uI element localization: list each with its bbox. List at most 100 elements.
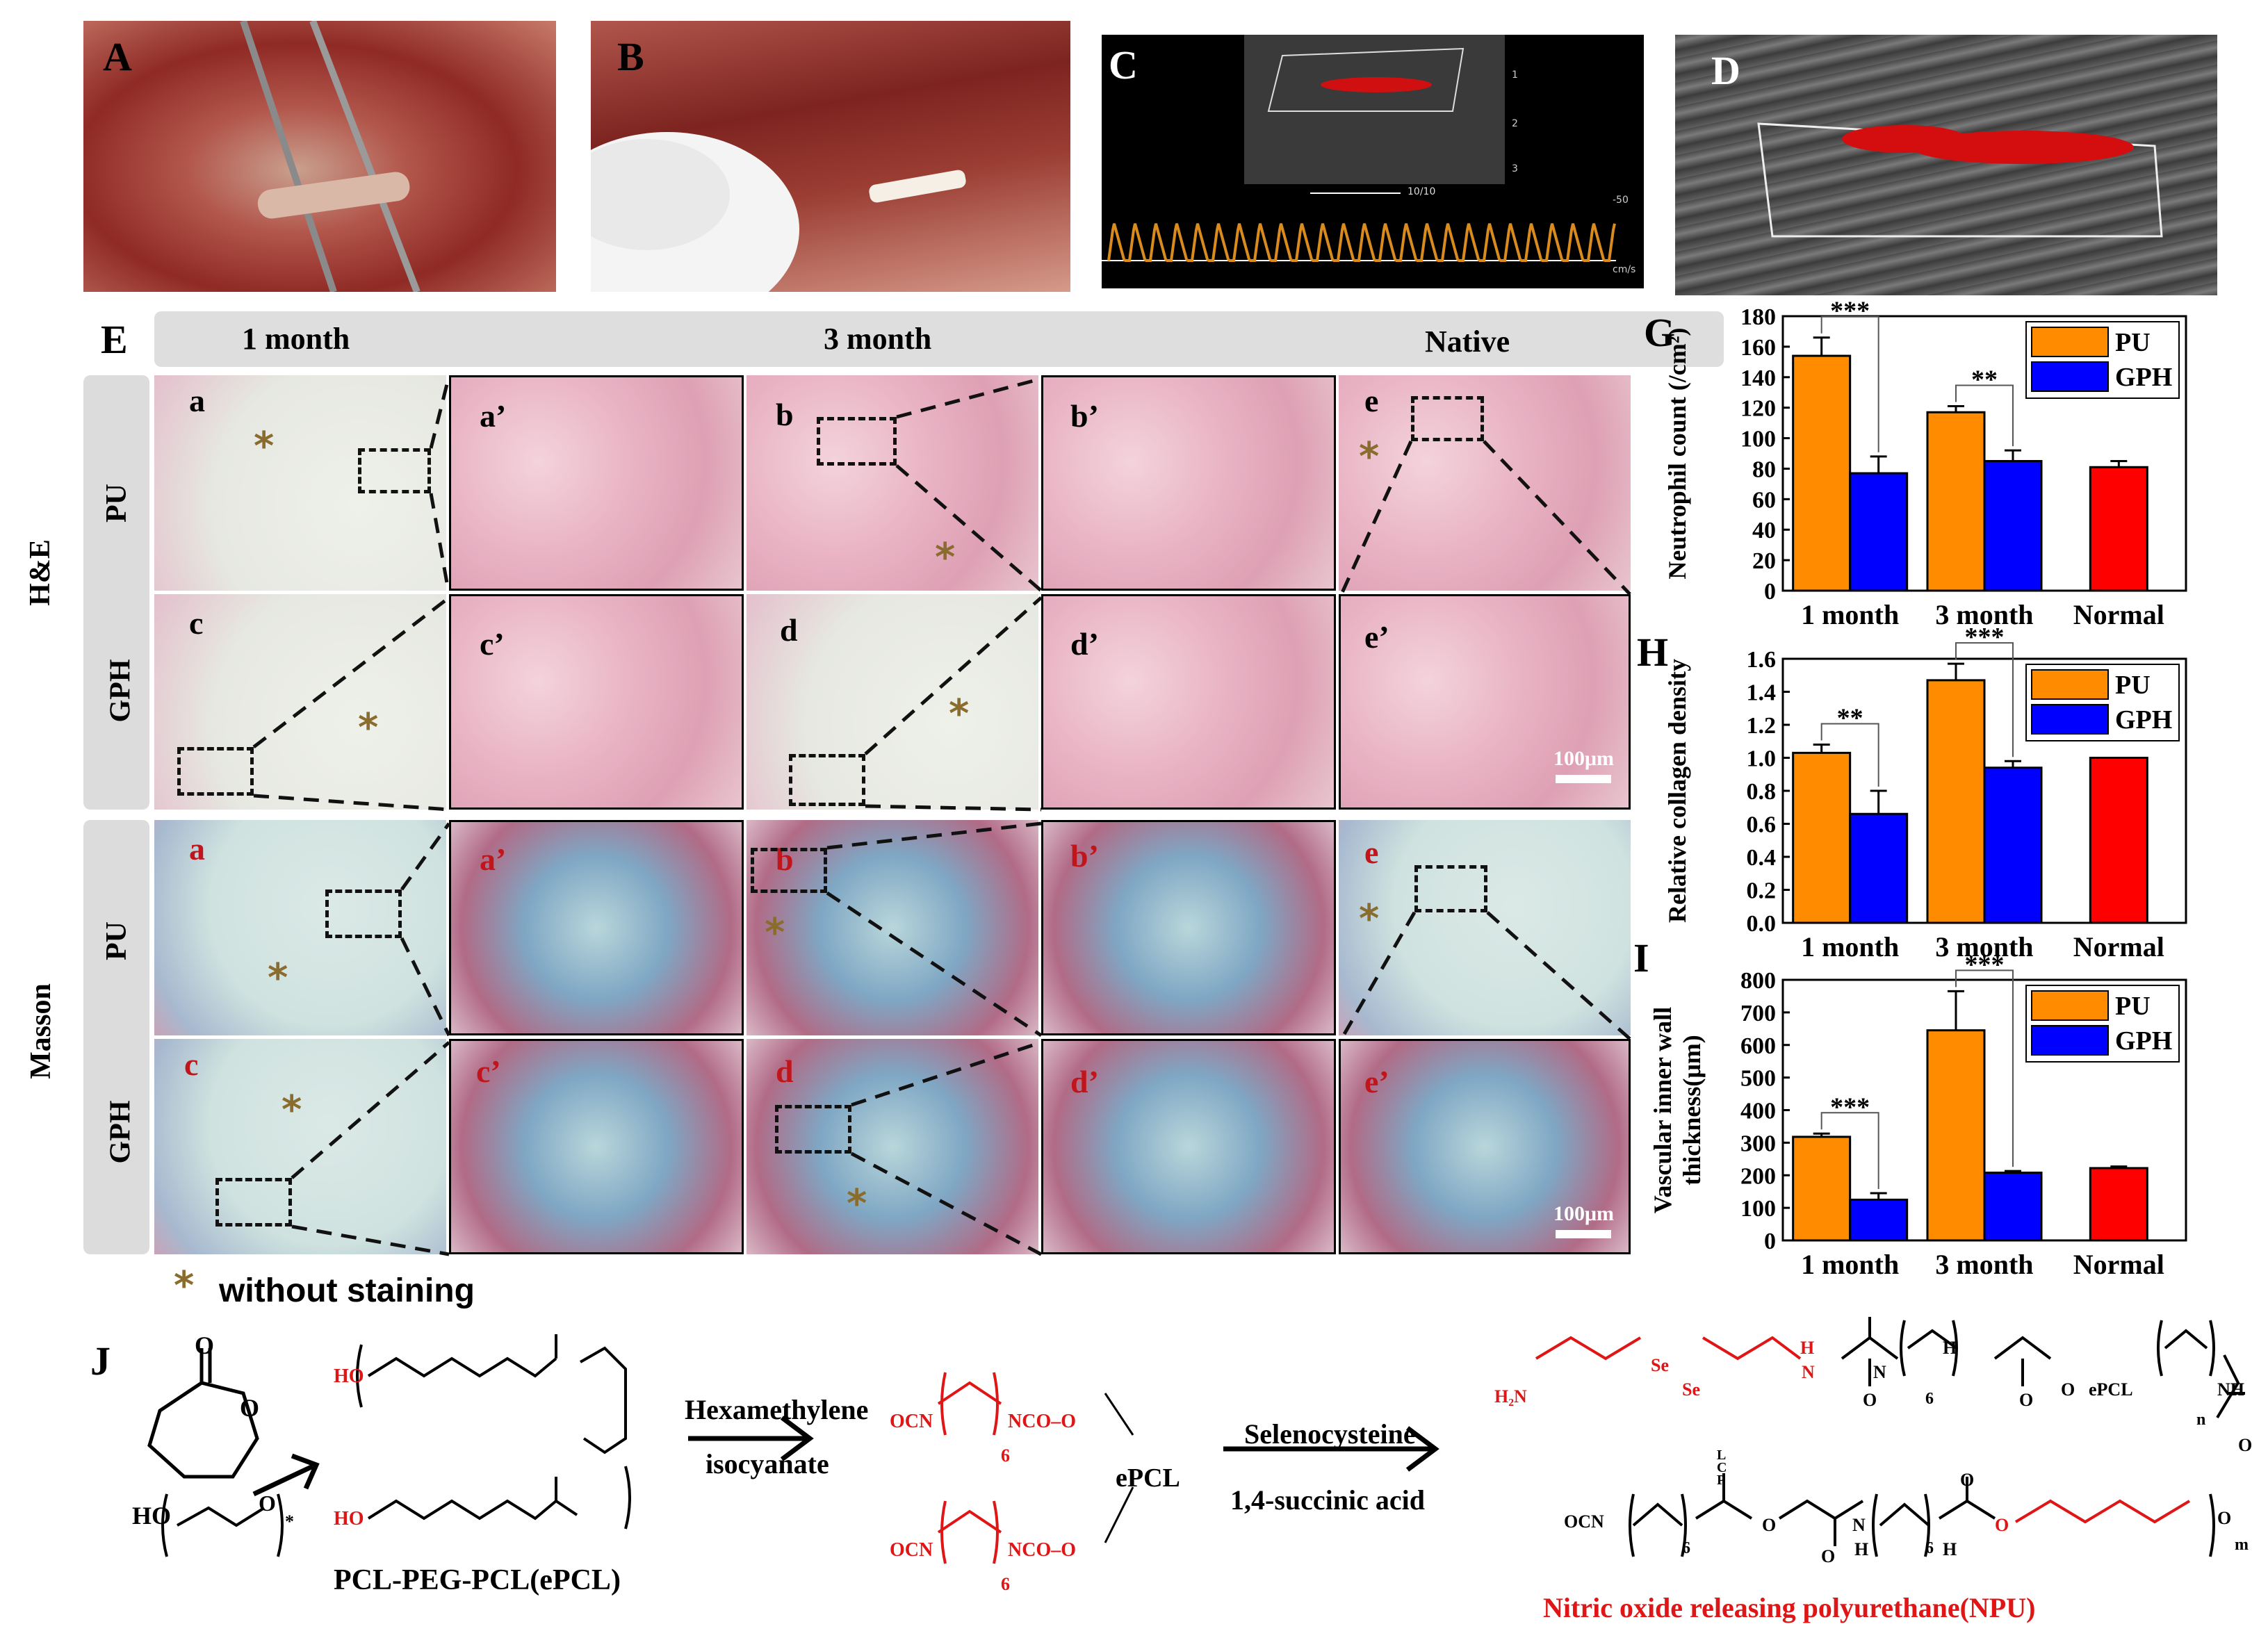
photo-panel-a: [83, 21, 556, 292]
chart-H-legend-swatch: [2031, 669, 2109, 700]
scheme-six-2: 6: [1001, 1574, 1010, 1594]
chart-G-ytick-label: 0: [1764, 579, 1776, 605]
tile-label: e: [1364, 835, 1379, 870]
scheme-se-2: Se: [1682, 1379, 1700, 1400]
unstained-star: *: [847, 1181, 867, 1227]
tile-label: c: [189, 605, 204, 641]
chart-G-xtick-label: Normal: [2073, 599, 2164, 630]
panel-label-d: D: [1711, 48, 1740, 93]
tile-label: c’: [480, 626, 505, 662]
tile-label: d: [776, 1053, 794, 1089]
chart-G-bar-gph: [1983, 459, 2043, 592]
scale-bar: [1556, 1230, 1611, 1238]
depth-tick-1: 1: [1512, 69, 1518, 81]
tile-label: e’: [1364, 1064, 1389, 1099]
inset-box: [358, 448, 431, 493]
chart-H-ytick-label: 1.0: [1747, 746, 1777, 772]
depth-tick-2: 2: [1512, 118, 1518, 129]
scheme-ho-red-1: HO: [334, 1366, 364, 1387]
chart-I-legend-swatch: [2031, 1025, 2109, 1056]
tile-label: b: [776, 842, 794, 877]
tile-he-gph-3m: [747, 594, 1038, 810]
tile-he-native: [1339, 375, 1631, 591]
inset-box: [177, 747, 254, 796]
panel-label-a: A: [103, 34, 132, 79]
panel-label-c: C: [1109, 42, 1138, 88]
scheme-o-2: O: [2019, 1390, 2034, 1410]
pcl-peg-label: PCL-PEG-PCL(ePCL): [334, 1564, 621, 1596]
scheme-o-peg: O: [259, 1491, 276, 1516]
unstained-star: *: [358, 705, 379, 751]
scheme-nh-1: H: [1943, 1338, 1957, 1358]
panel-label-i: I: [1633, 935, 1649, 981]
chart-H-ytick-label: 0.6: [1747, 812, 1777, 838]
scheme-nh-npu: NH: [2217, 1379, 2244, 1400]
chart-G-xtick-label: 3 month: [1935, 599, 2033, 630]
chart-H-legend-label: PU: [2115, 671, 2151, 700]
tile-label: e: [1364, 383, 1379, 418]
arrow1-label-2: isocyanate: [705, 1448, 829, 1479]
arrow1-label-1: Hexamethylene: [685, 1394, 869, 1425]
tile-label: b’: [1070, 398, 1099, 434]
scheme-six-1: 6: [1001, 1445, 1010, 1466]
chart-G-bar-normal: [2089, 466, 2148, 592]
chart-I-xtick-label: 3 month: [1935, 1249, 2033, 1280]
header-3-month: 3 month: [824, 322, 932, 356]
photo-panel-b: [591, 21, 1070, 292]
tile-ms-gph-3m-zoom: [1041, 1039, 1336, 1254]
tile-label: a: [189, 383, 205, 418]
scheme-o-3: O: [2061, 1379, 2075, 1400]
chart-H-sig-bracket: [1955, 642, 2014, 757]
chart-G-bar-pu: [1926, 411, 1986, 592]
arrow2-label-2: 1,4-succinic acid: [1230, 1484, 1425, 1516]
tile-label: b’: [1070, 838, 1099, 874]
surgical-forceps: [240, 21, 421, 292]
tile-he-gph-3m-zoom: [1041, 594, 1336, 810]
header-1-month: 1 month: [242, 322, 350, 356]
scheme-nh-2: N: [1852, 1515, 1866, 1535]
unstained-star: *: [949, 691, 970, 737]
chart-I-ytick-label: 500: [1740, 1066, 1776, 1092]
scheme-n-1: N: [1873, 1362, 1886, 1382]
scheme-nco-o-2: NCO–O: [1008, 1539, 1076, 1561]
chart-I-xtick-label: Normal: [2073, 1249, 2164, 1280]
inset-box: [775, 1105, 851, 1154]
scheme-o-7: O: [1960, 1470, 1975, 1490]
doppler-waveform: [1102, 35, 1616, 262]
scheme-h-2: H: [1854, 1539, 1869, 1559]
scheme-ho-red-2: HO: [334, 1508, 364, 1530]
scheme-o-4: O: [2238, 1435, 2253, 1455]
tile-ms-native-zoom: [1339, 1039, 1631, 1254]
chart-I-ytick-label: 400: [1740, 1099, 1776, 1124]
scheme-sub-m: m: [2235, 1536, 2249, 1554]
arrow2-label-1: Selenocysteine: [1244, 1418, 1416, 1450]
row-bar-he: [83, 375, 149, 810]
panel-label-e: E: [101, 317, 128, 362]
npu-black-chains: [1629, 1317, 2245, 1557]
chart-H-sig-label: **: [1837, 704, 1863, 733]
scale-bar: [1556, 775, 1611, 783]
chart-G-sig-label: **: [1971, 365, 1998, 394]
chart-G-xtick-label: 1 month: [1801, 599, 1899, 630]
scheme-lcp: LCP: [1717, 1448, 1727, 1488]
scheme-ho-peg: HO: [132, 1502, 172, 1530]
chart-G-ytick-label: 60: [1752, 487, 1776, 513]
scheme-six-3: 6: [1925, 1390, 1934, 1408]
tile-ms-gph-1m-zoom: [449, 1039, 744, 1254]
panel-label-j: J: [90, 1338, 111, 1384]
note-text: without staining: [219, 1272, 475, 1309]
chart-H-ylabel: Relative collagen density: [1663, 659, 1691, 923]
inset-box: [325, 889, 402, 938]
tile-label: b: [776, 397, 794, 432]
scheme-o-ring: O: [240, 1394, 260, 1422]
chart-I-sig-label: ***: [1830, 1092, 1870, 1122]
ultrasound-color-panel-d: [1675, 35, 2217, 295]
chart-G-ytick-label: 140: [1740, 366, 1776, 391]
inset-box: [1414, 865, 1487, 912]
chart-G-legend-label: GPH: [2115, 363, 2172, 392]
npu-label: Nitric oxide releasing polyurethane(NPU): [1543, 1592, 2036, 1623]
tile-ms-pu-3m: [747, 820, 1038, 1035]
unstained-star: *: [935, 535, 956, 580]
chart-G-ylabel: Neutrophil count (/cm²): [1663, 327, 1691, 579]
caprolactone-structure: [147, 1348, 259, 1479]
